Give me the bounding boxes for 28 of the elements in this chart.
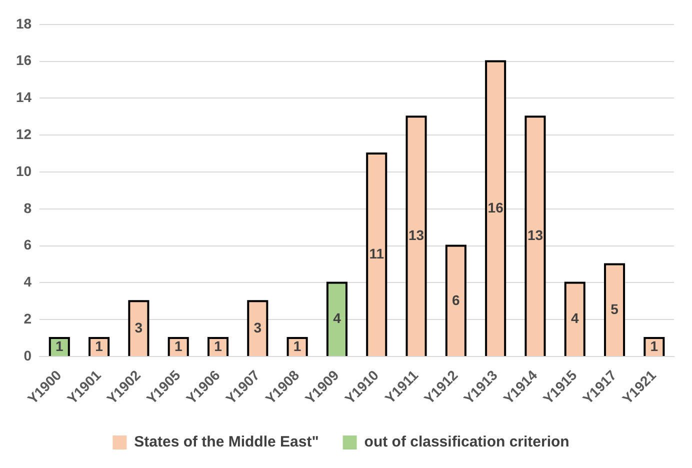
data-label: 4 xyxy=(333,310,342,326)
legend-label: States of the Middle East" xyxy=(134,434,319,451)
y-tick-label: 18 xyxy=(16,15,32,32)
data-label: 1 xyxy=(56,338,64,354)
y-tick-label: 12 xyxy=(16,126,32,142)
data-label: 1 xyxy=(174,338,182,354)
data-label: 1 xyxy=(650,338,658,354)
data-label: 3 xyxy=(254,319,262,336)
y-tick-label: 0 xyxy=(24,347,32,364)
y-tick-label: 2 xyxy=(24,310,32,326)
data-label: 1 xyxy=(95,338,104,354)
data-label: 3 xyxy=(134,319,143,336)
data-label: 6 xyxy=(452,292,460,308)
y-tick-label: 6 xyxy=(24,236,32,253)
y-tick-label: 14 xyxy=(16,89,32,106)
y-tick-label: 16 xyxy=(16,52,32,68)
legend-label: out of classification criterion xyxy=(364,434,570,451)
y-tick-label: 4 xyxy=(24,274,32,290)
data-label: 11 xyxy=(369,246,384,262)
data-label: 13 xyxy=(408,227,424,244)
y-tick-label: 8 xyxy=(24,200,32,216)
y-tick-label: 10 xyxy=(16,162,32,179)
data-label: 4 xyxy=(570,310,579,326)
data-label: 1 xyxy=(214,338,222,354)
data-label: 13 xyxy=(527,227,544,244)
data-label: 5 xyxy=(610,300,619,317)
data-label: 16 xyxy=(488,200,504,216)
data-label: 1 xyxy=(293,338,302,354)
